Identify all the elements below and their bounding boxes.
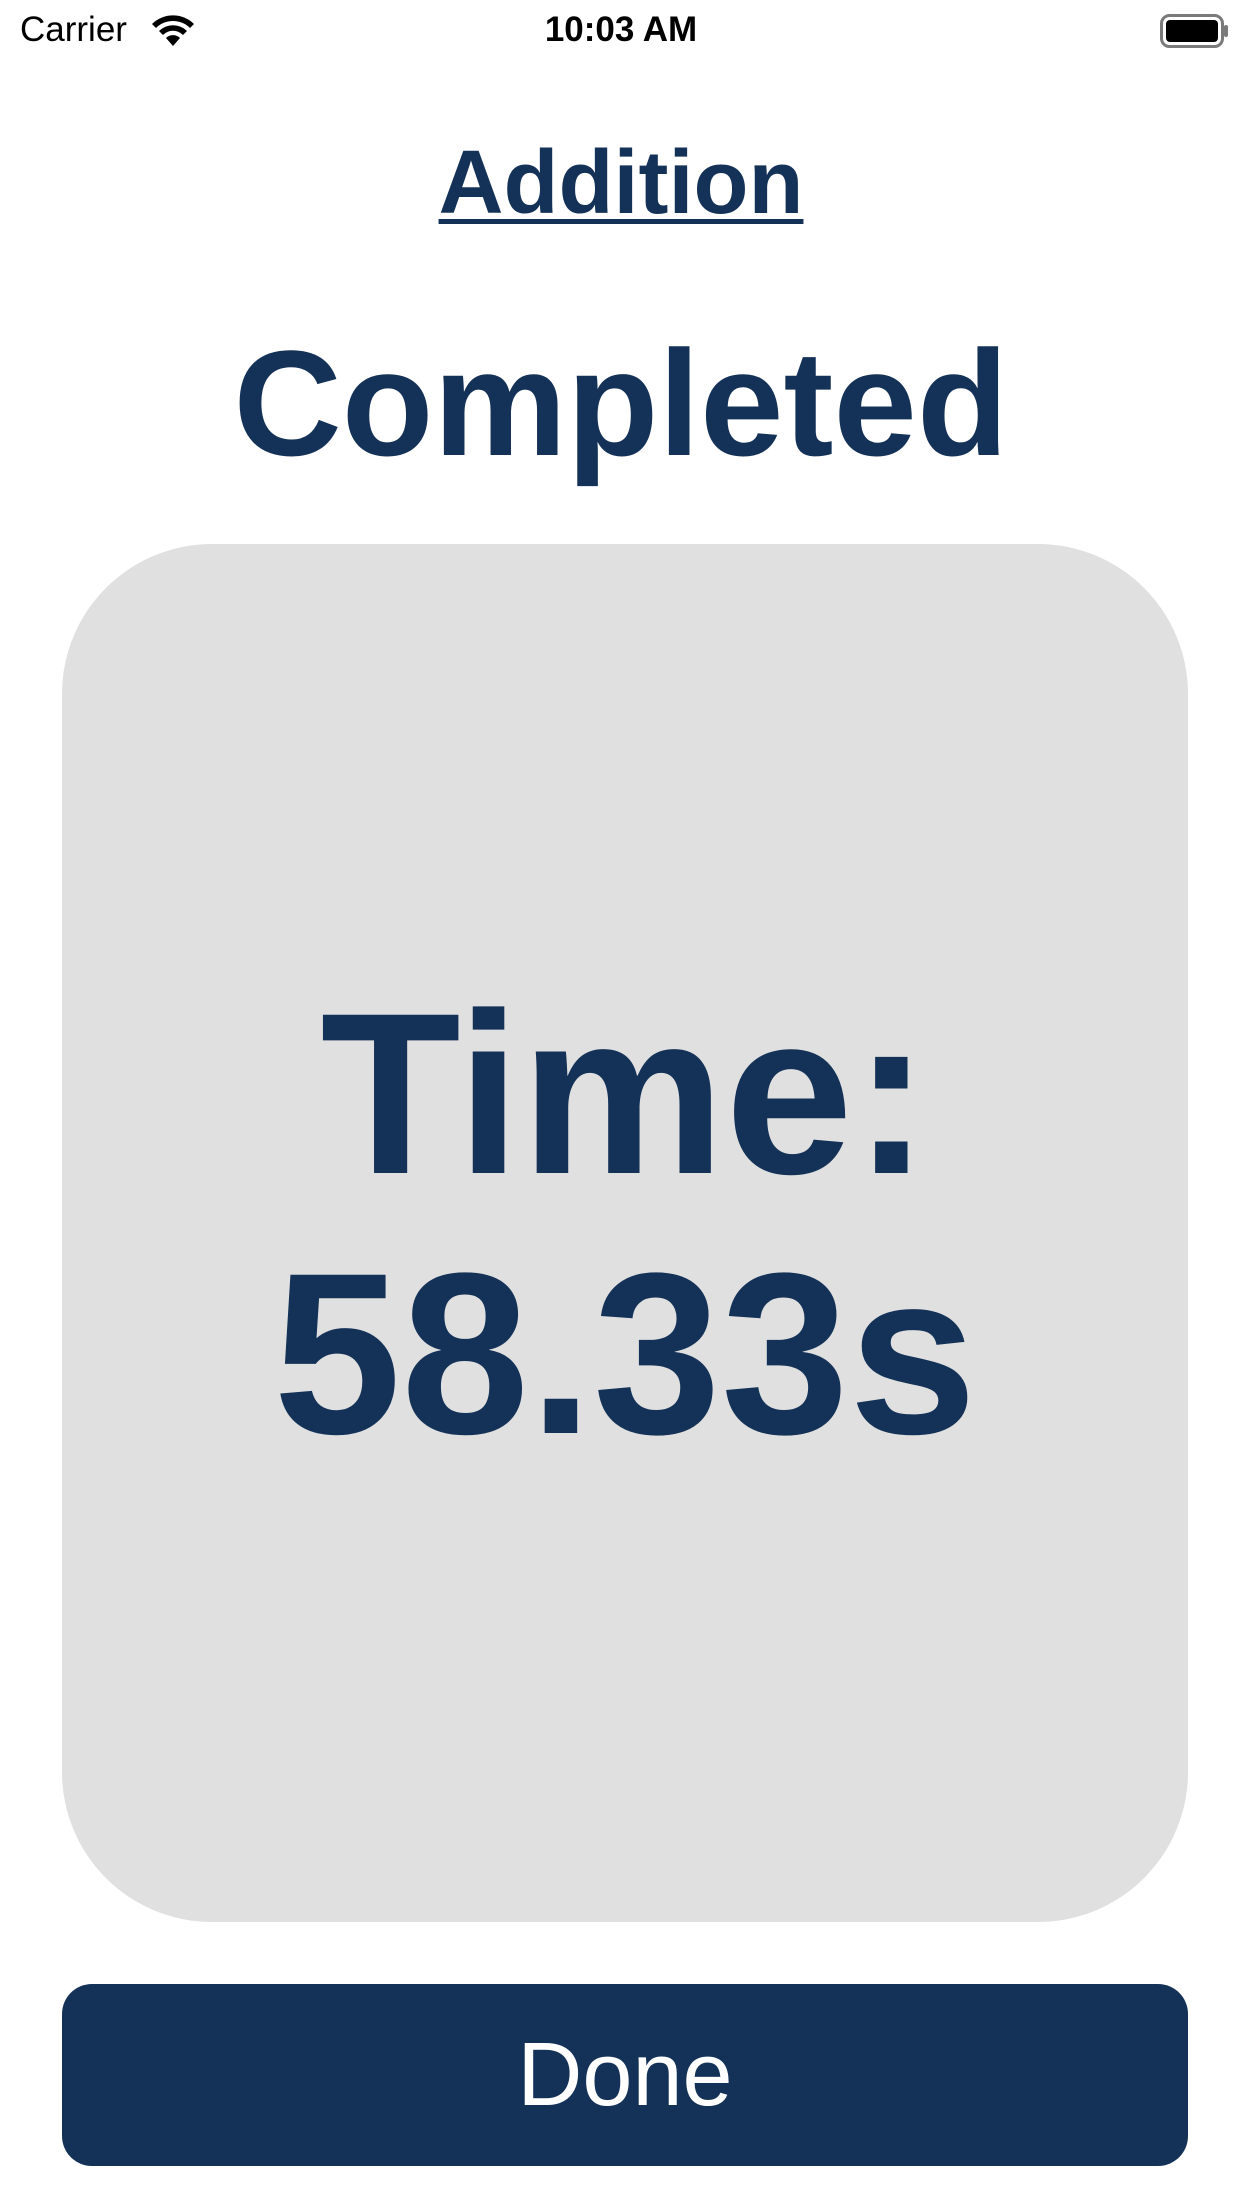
done-button[interactable]: Done [62, 1984, 1188, 2166]
result-card: Time: 58.33s [62, 544, 1188, 1922]
completion-title: Completed [233, 319, 1009, 487]
carrier-label: Carrier [20, 10, 127, 49]
battery-full-icon [1160, 14, 1230, 48]
status-bar: Carrier 10:03 AM [0, 0, 1242, 60]
wifi-icon [150, 12, 196, 48]
time-label: Time: [320, 965, 930, 1222]
subject-title: Addition [438, 133, 804, 233]
status-time: 10:03 AM [544, 10, 698, 49]
time-value: 58.33s [273, 1225, 977, 1482]
